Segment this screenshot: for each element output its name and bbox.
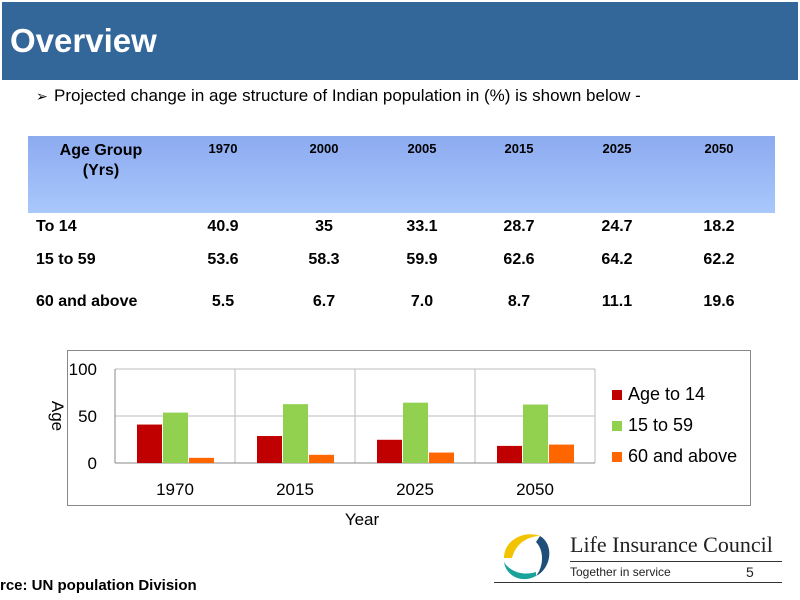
- table-header-year: 2015: [489, 141, 549, 156]
- table-cell: 33.1: [392, 218, 452, 236]
- table-cell: 28.7: [489, 218, 549, 236]
- brand-name: Life Insurance Council: [570, 532, 773, 558]
- table-header-year: 2000: [294, 141, 354, 156]
- bullet-text: Projected change in age structure of Ind…: [54, 86, 641, 105]
- table-row-label: To 14: [36, 218, 77, 236]
- x-axis-label: Year: [345, 510, 380, 529]
- slide-title: Overview: [10, 22, 157, 60]
- table-cell: 8.7: [489, 293, 549, 311]
- council-emblem-icon: [496, 528, 556, 584]
- brand-tagline: Together in service: [570, 565, 671, 579]
- table-cell: 62.2: [689, 251, 749, 269]
- table-cell: 18.2: [689, 218, 749, 236]
- table-header-year: 1970: [193, 141, 253, 156]
- table-header-year: 2025: [587, 141, 647, 156]
- age-group-unit: (Yrs): [55, 161, 147, 181]
- title-bar: Overview: [2, 2, 798, 80]
- legend-label: Age to 14: [628, 384, 705, 405]
- legend-label: 15 to 59: [628, 415, 693, 436]
- legend-swatch-age-to-14: [612, 390, 622, 400]
- table-cell: 19.6: [689, 293, 749, 311]
- table-cell: 7.0: [392, 293, 452, 311]
- legend-swatch-60-and-above: [612, 452, 622, 462]
- table-cell: 64.2: [587, 251, 647, 269]
- table-cell: 40.9: [193, 218, 253, 236]
- table-cell: 59.9: [392, 251, 452, 269]
- table-cell: 53.6: [193, 251, 253, 269]
- table-row-label: 60 and above: [36, 293, 137, 311]
- age-group-label: Age Group: [55, 141, 147, 161]
- y-axis-label: Age: [48, 401, 67, 431]
- table-cell: 6.7: [294, 293, 354, 311]
- life-insurance-council-logo: Life Insurance Council Together in servi…: [494, 528, 784, 584]
- table-cell: 11.1: [587, 293, 647, 311]
- table-cell: 35: [294, 218, 354, 236]
- table-header-year: 2050: [689, 141, 749, 156]
- footer-divider: [494, 582, 782, 583]
- table-cell: 62.6: [489, 251, 549, 269]
- table-cell: 58.3: [294, 251, 354, 269]
- table-cell: 5.5: [193, 293, 253, 311]
- brand-divider: [570, 561, 782, 562]
- arrow-bullet-icon: ➢: [36, 88, 54, 105]
- legend-swatch-15-to-59: [612, 421, 622, 431]
- table-header-year: 2005: [392, 141, 452, 156]
- legend-label: 60 and above: [628, 446, 737, 467]
- table-cell: 24.7: [587, 218, 647, 236]
- bullet-item: ➢Projected change in age structure of In…: [36, 86, 641, 106]
- source-note: rce: UN population Division: [0, 577, 197, 594]
- page-number: 5: [746, 564, 754, 580]
- table-header-age-group: Age Group (Yrs): [55, 141, 147, 181]
- table-row-label: 15 to 59: [36, 251, 96, 269]
